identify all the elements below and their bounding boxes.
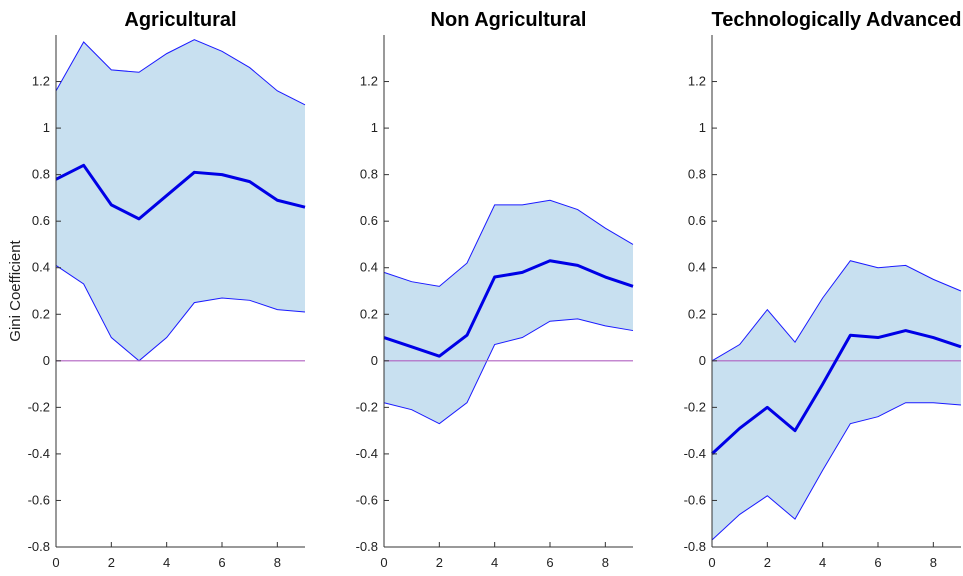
y-tick-label: 0.6 <box>688 213 706 228</box>
y-tick-label: 0.2 <box>360 306 378 321</box>
y-tick-label: 0.2 <box>688 306 706 321</box>
x-tick-label: 0 <box>52 555 59 570</box>
y-tick-label: 0.2 <box>32 306 50 321</box>
y-tick-label: -0.2 <box>684 399 706 414</box>
confidence-band <box>384 200 633 424</box>
lower-band-line <box>383 318 634 425</box>
y-tick-label: -0.4 <box>28 446 50 461</box>
chart-title: Agricultural <box>124 9 236 31</box>
upper-band-line <box>55 39 306 106</box>
y-tick-label: 1.2 <box>360 74 378 89</box>
chart-title: Non Agricultural <box>431 9 587 31</box>
confidence-band <box>56 39 305 361</box>
response-line <box>710 329 962 456</box>
y-tick-label: 0.8 <box>360 167 378 182</box>
chart-panel-agricultural: Agricultural Gini Coefficient -0.8 -0.6 -0… <box>7 9 306 570</box>
confidence-band <box>712 260 961 541</box>
x-tick-label: 6 <box>874 555 881 570</box>
x-tick-label: 2 <box>436 555 443 570</box>
y-tick-label: 0 <box>43 353 50 368</box>
y-tick-label: -0.2 <box>28 399 50 414</box>
chart-title: Technologically Advanced <box>711 9 961 31</box>
lower-band-line <box>711 402 962 541</box>
y-tick-label: 0.4 <box>32 260 50 275</box>
x-tick-label: 0 <box>380 555 387 570</box>
x-tick-label: 2 <box>764 555 771 570</box>
y-tick-label: 0 <box>699 353 706 368</box>
x-tick-label: 6 <box>546 555 553 570</box>
y-tick-label: -0.6 <box>684 492 706 507</box>
y-tick-label: -0.8 <box>356 539 378 554</box>
y-tick-label: -0.2 <box>356 399 378 414</box>
x-tick-label: 8 <box>274 555 281 570</box>
chart-panel-non-agricultural: Non Agricultural -0.8 -0.6 -0.4 -0.2 0 0.2 0.4… <box>356 9 634 570</box>
y-axis-label: Gini Coefficient <box>7 239 24 341</box>
x-tick-label: 4 <box>819 555 826 570</box>
x-tick-label: 4 <box>491 555 498 570</box>
x-tick-label: 4 <box>163 555 170 570</box>
y-tick-label: 0.8 <box>32 167 50 182</box>
y-tick-label: 0 <box>371 353 378 368</box>
y-tick-label: -0.4 <box>356 446 378 461</box>
y-tick-label: 0.4 <box>688 260 706 275</box>
x-tick-label: 8 <box>602 555 609 570</box>
y-tick-label: -0.8 <box>28 539 50 554</box>
upper-band-line <box>383 199 634 287</box>
x-tick-label: 6 <box>218 555 225 570</box>
y-tick-label: 1.2 <box>688 74 706 89</box>
upper-band-line <box>711 260 962 362</box>
response-line <box>55 163 306 221</box>
y-tick-label: 0.8 <box>688 167 706 182</box>
x-tick-label: 8 <box>930 555 937 570</box>
chart-panel-technologically-advanced: Technologically Advanced -0.8 -0.6 -0.4 -0.… <box>684 9 962 570</box>
y-tick-label: 0.6 <box>32 213 50 228</box>
y-tick-label: 1 <box>371 120 378 135</box>
y-tick-label: -0.8 <box>684 539 706 554</box>
x-tick-label: 0 <box>708 555 715 570</box>
lower-band-line <box>55 264 306 362</box>
y-tick-label: -0.4 <box>684 446 706 461</box>
y-tick-label: 1 <box>699 120 706 135</box>
x-tick-label: 2 <box>108 555 115 570</box>
y-tick-label: -0.6 <box>356 492 378 507</box>
y-tick-label: 1.2 <box>32 74 50 89</box>
y-tick-label: 0.6 <box>360 213 378 228</box>
y-tick-label: -0.6 <box>28 492 50 507</box>
y-tick-label: 1 <box>43 120 50 135</box>
y-tick-label: 0.4 <box>360 260 378 275</box>
response-line <box>383 259 634 358</box>
